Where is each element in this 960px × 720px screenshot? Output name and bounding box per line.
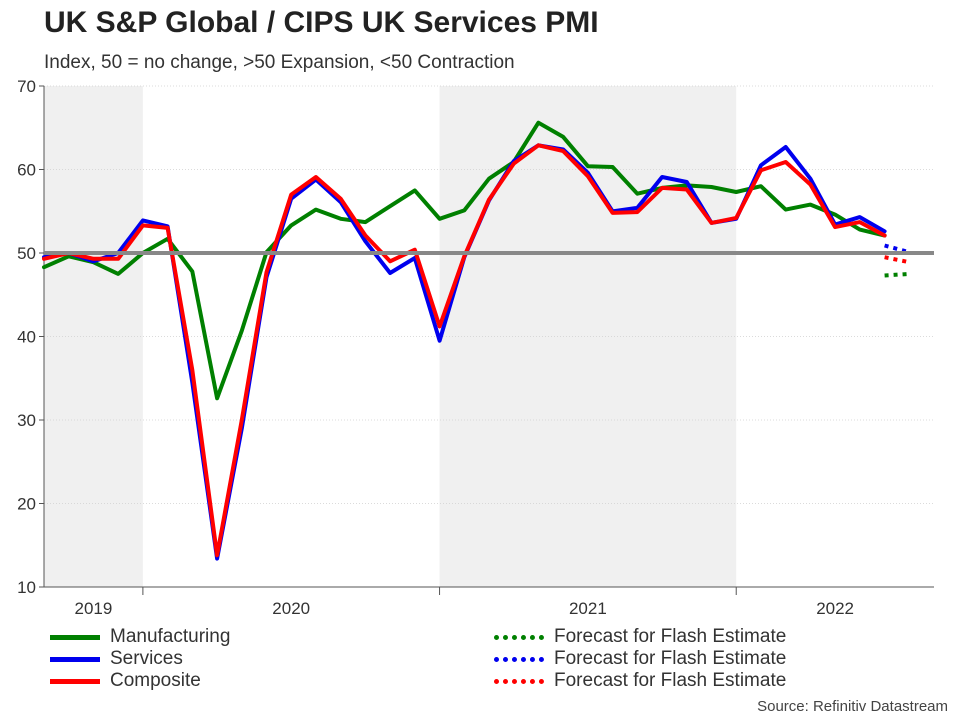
legend-item-services: Services bbox=[50, 648, 183, 670]
y-tick-label-40: 40 bbox=[17, 328, 36, 347]
chart-subtitle: Index, 50 = no change, >50 Expansion, <5… bbox=[44, 52, 515, 73]
legend-item-forecast-composite: Forecast for Flash Estimate bbox=[494, 670, 786, 692]
forecast-line-composite bbox=[884, 255, 910, 265]
x-tick-label-2022: 2022 bbox=[816, 599, 854, 618]
series-line-composite bbox=[42, 143, 887, 558]
y-tick-label-20: 20 bbox=[17, 495, 36, 514]
legend-label-forecast-services: Forecast for Flash Estimate bbox=[554, 648, 787, 669]
legend-swatch-composite bbox=[50, 678, 100, 684]
y-tick-label-30: 30 bbox=[17, 411, 36, 430]
legend-label-composite: Composite bbox=[110, 670, 201, 691]
legend-swatch-manufacturing bbox=[50, 634, 100, 640]
series-line-manufacturing bbox=[42, 120, 887, 401]
legend-swatch-forecast-manufacturing bbox=[494, 634, 544, 640]
legend-label-services: Services bbox=[110, 648, 183, 669]
y-tick-label-60: 60 bbox=[17, 161, 36, 180]
forecast-line-manufacturing bbox=[884, 271, 910, 278]
year-shade-2019 bbox=[44, 86, 143, 587]
legend-swatch-services bbox=[50, 656, 100, 662]
legend-item-manufacturing: Manufacturing bbox=[50, 626, 230, 648]
legend-swatch-forecast-services bbox=[494, 656, 544, 662]
legend-label-forecast-composite: Forecast for Flash Estimate bbox=[554, 670, 787, 691]
y-tick-label-50: 50 bbox=[17, 244, 36, 263]
x-tick-label-2021: 2021 bbox=[569, 599, 607, 618]
y-tick-label-70: 70 bbox=[17, 77, 36, 96]
legend-item-forecast-services: Forecast for Flash Estimate bbox=[494, 648, 786, 670]
x-tick-label-2019: 2019 bbox=[75, 599, 113, 618]
legend-item-forecast-manufacturing: Forecast for Flash Estimate bbox=[494, 626, 786, 648]
legend-item-composite: Composite bbox=[50, 670, 201, 692]
y-tick-label-10: 10 bbox=[17, 578, 36, 597]
source-note: Source: Refinitiv Datastream bbox=[757, 698, 948, 715]
legend-label-manufacturing: Manufacturing bbox=[110, 626, 231, 647]
legend-label-forecast-manufacturing: Forecast for Flash Estimate bbox=[554, 626, 787, 647]
legend-swatch-forecast-composite bbox=[494, 678, 544, 684]
x-tick-label-2020: 2020 bbox=[272, 599, 310, 618]
chart-title: UK S&P Global / CIPS UK Services PMI bbox=[44, 6, 599, 39]
